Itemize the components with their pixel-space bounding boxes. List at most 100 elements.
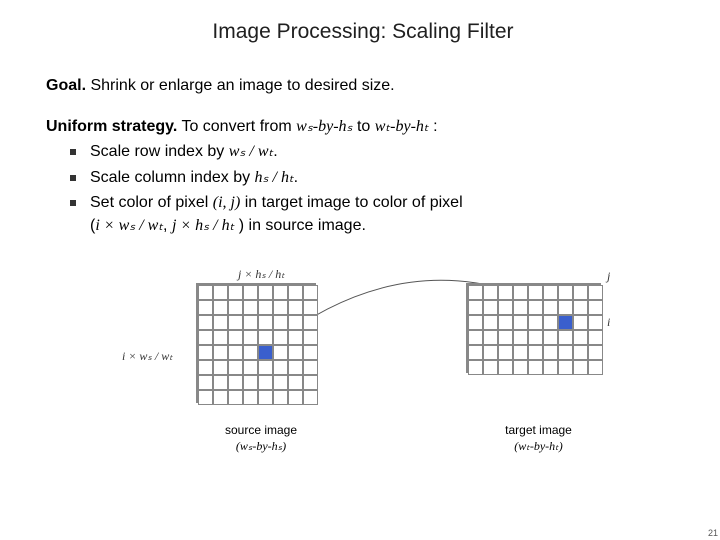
grid-cell xyxy=(243,360,258,375)
grid-cell xyxy=(498,315,513,330)
grid-cell xyxy=(303,345,318,360)
grid-cell xyxy=(288,285,303,300)
grid-cell xyxy=(258,285,273,300)
bullet-3: Set color of pixel (i, j) in target imag… xyxy=(70,191,680,237)
grid-cell xyxy=(273,360,288,375)
grid-cell xyxy=(483,315,498,330)
grid-cell xyxy=(543,345,558,360)
grid-cell xyxy=(513,285,528,300)
grid-cell xyxy=(483,360,498,375)
grid-cell xyxy=(543,360,558,375)
grid-cell xyxy=(228,300,243,315)
math-wt-by-ht: wₜ-by-hₜ xyxy=(375,118,429,135)
grid-cell xyxy=(213,375,228,390)
grid-cell xyxy=(243,330,258,345)
grid-cell xyxy=(273,285,288,300)
grid-cell xyxy=(228,315,243,330)
grid-cell xyxy=(198,345,213,360)
bullet-3-pre: Set color of pixel xyxy=(90,194,213,211)
grid-cell xyxy=(288,315,303,330)
grid-cell xyxy=(228,375,243,390)
page-title: Image Processing: Scaling Filter xyxy=(46,20,680,44)
grid-cell xyxy=(243,300,258,315)
grid-cell xyxy=(483,300,498,315)
grid-cell xyxy=(243,390,258,405)
grid-cell xyxy=(198,300,213,315)
grid-cell xyxy=(498,330,513,345)
grid-cell xyxy=(468,300,483,315)
grid-cell xyxy=(213,390,228,405)
grid-cell xyxy=(498,345,513,360)
grid-cell xyxy=(528,300,543,315)
grid-cell xyxy=(303,330,318,345)
grid-cell xyxy=(468,285,483,300)
grid-cell xyxy=(288,300,303,315)
math-ij: (i, j) xyxy=(213,194,241,211)
grid-cell xyxy=(243,285,258,300)
bullet-2-pre: Scale column index by xyxy=(90,169,255,186)
math-i-times: i × wₛ / wₜ xyxy=(95,217,163,234)
math-ws-by-hs: wₛ-by-hₛ xyxy=(296,118,352,135)
grid-cell xyxy=(303,390,318,405)
source-grid xyxy=(196,283,316,403)
grid-cell xyxy=(213,360,228,375)
grid-cell xyxy=(588,300,603,315)
grid-cell xyxy=(588,315,603,330)
grid-cell xyxy=(213,330,228,345)
grid-cell xyxy=(543,330,558,345)
grid-cell xyxy=(258,375,273,390)
grid-cell xyxy=(198,375,213,390)
grid-cell xyxy=(573,330,588,345)
grid-cell xyxy=(228,360,243,375)
target-caption-l1: target image xyxy=(505,423,572,437)
source-top-label: j × hₛ / hₜ xyxy=(238,267,285,282)
grid-cell xyxy=(273,315,288,330)
grid-cell xyxy=(288,390,303,405)
grid-cell xyxy=(543,300,558,315)
bullet-3-mid: in target image to color of pixel xyxy=(240,194,462,211)
bullet-3-l2-mid1: , xyxy=(163,217,172,234)
grid-cell xyxy=(558,345,573,360)
grid-cell xyxy=(273,390,288,405)
grid-cell xyxy=(198,330,213,345)
target-caption: target image (wₜ-by-hₜ) xyxy=(489,423,589,454)
grid-cell xyxy=(303,360,318,375)
grid-cell xyxy=(228,330,243,345)
diagram-area: j × hₛ / hₜ i × wₛ / wₜ j i source image… xyxy=(46,255,686,485)
strategy-mid: to xyxy=(353,118,375,135)
grid-cell xyxy=(303,375,318,390)
grid-cell xyxy=(258,360,273,375)
grid-cell xyxy=(558,300,573,315)
grid-cell xyxy=(573,345,588,360)
grid-cell xyxy=(258,390,273,405)
grid-cell xyxy=(543,285,558,300)
grid-cell xyxy=(303,315,318,330)
grid-cell xyxy=(243,345,258,360)
strategy-end: : xyxy=(429,118,438,135)
bullet-1: Scale row index by wₛ / wₜ. xyxy=(70,140,680,163)
grid-cell xyxy=(498,285,513,300)
grid-cell xyxy=(213,285,228,300)
page-number: 21 xyxy=(708,528,718,538)
grid-cell xyxy=(588,330,603,345)
grid-cell xyxy=(558,330,573,345)
grid-cell xyxy=(558,360,573,375)
grid-cell xyxy=(228,345,243,360)
grid-cell xyxy=(528,345,543,360)
target-top-label: j xyxy=(607,269,610,284)
grid-cell xyxy=(243,375,258,390)
grid-cell xyxy=(588,285,603,300)
grid-cell xyxy=(528,360,543,375)
grid-cell xyxy=(213,300,228,315)
grid-cell xyxy=(273,345,288,360)
target-caption-l2: (wₜ-by-hₜ) xyxy=(514,439,562,453)
goal-label: Goal. xyxy=(46,77,86,94)
grid-cell xyxy=(258,300,273,315)
grid-cell xyxy=(513,300,528,315)
grid-cell xyxy=(483,285,498,300)
bullet-3-l2-mid2: ) in source image. xyxy=(234,217,366,234)
grid-cell xyxy=(288,330,303,345)
grid-cell xyxy=(258,345,273,360)
source-left-label: i × wₛ / wₜ xyxy=(122,349,173,364)
grid-cell xyxy=(228,285,243,300)
